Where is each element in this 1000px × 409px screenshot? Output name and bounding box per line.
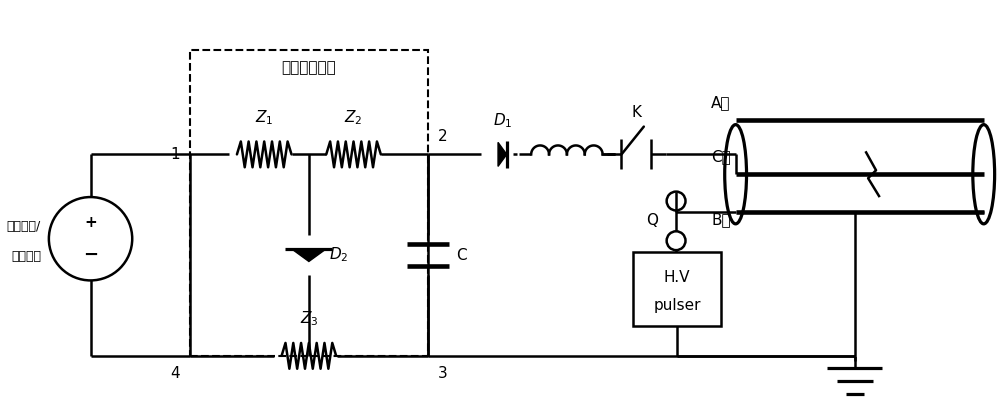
Text: K: K [631,105,641,120]
Text: C: C [456,247,466,263]
Text: $Z_2$: $Z_2$ [344,108,363,127]
Bar [190,50,428,356]
Text: A相: A相 [711,95,731,110]
Bar [633,252,721,326]
Text: $Z_3$: $Z_3$ [300,309,318,328]
Text: pulser: pulser [653,298,701,313]
Text: 2: 2 [438,130,448,144]
Text: Q: Q [646,213,658,228]
Text: 4: 4 [170,366,180,381]
Text: H.V: H.V [664,270,690,285]
Text: 电源保护电路: 电源保护电路 [282,60,336,75]
Text: C相: C相 [711,149,731,164]
Text: +: + [84,216,97,230]
Text: 3: 3 [438,366,448,381]
Text: 1: 1 [170,147,180,162]
Text: −: − [83,245,98,263]
Text: $Z_1$: $Z_1$ [255,108,273,127]
Text: $D_1$: $D_1$ [493,111,512,130]
Polygon shape [498,142,507,166]
Text: 可调恒压/: 可调恒压/ [7,220,41,233]
Polygon shape [291,249,326,261]
Text: $D_2$: $D_2$ [329,246,348,265]
Text: 恒流电源: 恒流电源 [11,250,41,263]
Text: B相: B相 [711,212,731,227]
